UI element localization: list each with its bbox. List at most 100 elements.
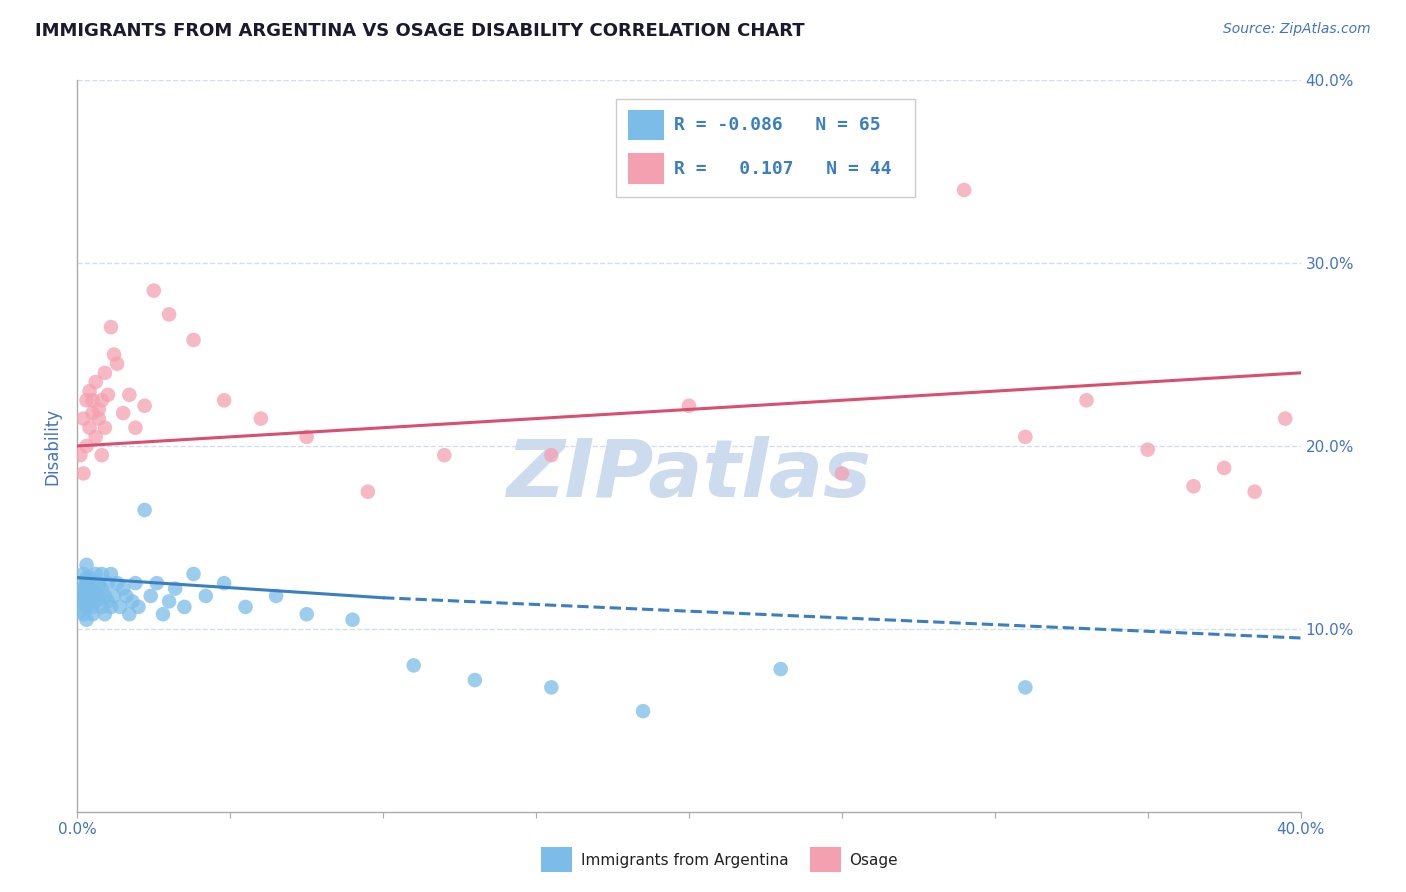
Point xyxy=(112,582,135,596)
Point xyxy=(105,357,128,371)
Point xyxy=(1274,411,1296,425)
Point xyxy=(69,448,91,462)
Point xyxy=(1014,430,1036,444)
Point xyxy=(139,589,162,603)
Text: ZIPatlas: ZIPatlas xyxy=(506,436,872,515)
Point xyxy=(72,607,94,622)
Text: R = -0.086   N = 65: R = -0.086 N = 65 xyxy=(675,116,882,134)
Point xyxy=(1136,442,1159,457)
Point xyxy=(79,594,101,608)
Point xyxy=(124,576,146,591)
Point xyxy=(103,348,125,362)
Point xyxy=(115,589,138,603)
Point xyxy=(100,320,122,334)
Point xyxy=(84,430,107,444)
Point xyxy=(295,607,318,622)
Point xyxy=(831,467,853,481)
Text: Immigrants from Argentina: Immigrants from Argentina xyxy=(581,854,789,868)
Point xyxy=(84,594,107,608)
Point xyxy=(235,599,257,614)
Point xyxy=(118,607,141,622)
Point xyxy=(76,558,98,572)
Point xyxy=(103,589,125,603)
Point xyxy=(72,411,94,425)
Point xyxy=(100,599,122,614)
Point xyxy=(124,421,146,435)
Point xyxy=(183,333,205,347)
Point xyxy=(82,589,104,603)
Point xyxy=(94,607,117,622)
Point xyxy=(69,585,91,599)
Point xyxy=(212,393,235,408)
Point xyxy=(540,681,562,695)
Point xyxy=(357,484,380,499)
Point xyxy=(342,613,364,627)
Point xyxy=(84,585,107,599)
Point xyxy=(84,567,107,582)
Text: Osage: Osage xyxy=(849,854,898,868)
Point xyxy=(84,375,107,389)
Point xyxy=(69,594,91,608)
FancyBboxPatch shape xyxy=(628,110,665,140)
Point xyxy=(82,599,104,614)
Point xyxy=(79,582,101,596)
Point xyxy=(112,406,135,420)
Point xyxy=(72,467,94,481)
Point xyxy=(173,599,195,614)
Point xyxy=(76,613,98,627)
Point xyxy=(87,589,110,603)
Point xyxy=(82,393,104,408)
Point xyxy=(94,366,117,380)
Point xyxy=(97,576,120,591)
Point xyxy=(264,589,287,603)
Text: R =   0.107   N = 44: R = 0.107 N = 44 xyxy=(675,160,891,178)
Point xyxy=(152,607,174,622)
Text: Source: ZipAtlas.com: Source: ZipAtlas.com xyxy=(1223,22,1371,37)
Point xyxy=(87,402,110,417)
Point xyxy=(76,589,98,603)
Point xyxy=(69,603,91,617)
Point xyxy=(1076,393,1098,408)
Point xyxy=(142,284,165,298)
Point xyxy=(769,662,792,676)
Point xyxy=(1182,479,1205,493)
Point xyxy=(90,599,112,614)
Point xyxy=(134,399,156,413)
Point xyxy=(87,576,110,591)
Point xyxy=(79,571,101,585)
Point xyxy=(105,576,128,591)
Point xyxy=(94,421,117,435)
Point xyxy=(76,393,98,408)
Point xyxy=(433,448,456,462)
Point xyxy=(79,384,101,399)
Y-axis label: Disability: Disability xyxy=(44,408,62,484)
Point xyxy=(250,411,273,425)
Point xyxy=(76,599,98,614)
Point xyxy=(82,607,104,622)
Point xyxy=(69,576,91,591)
Point xyxy=(82,406,104,420)
Point xyxy=(72,567,94,582)
Point xyxy=(108,599,131,614)
Point xyxy=(212,576,235,591)
Point xyxy=(295,430,318,444)
Point xyxy=(402,658,425,673)
Point xyxy=(146,576,169,591)
Point xyxy=(1014,681,1036,695)
Point xyxy=(97,388,120,402)
FancyBboxPatch shape xyxy=(616,99,915,197)
Point xyxy=(76,439,98,453)
Point xyxy=(72,594,94,608)
Point xyxy=(165,582,187,596)
Point xyxy=(76,576,98,591)
Point xyxy=(72,582,94,596)
Point xyxy=(118,388,141,402)
Point xyxy=(100,567,122,582)
Point xyxy=(82,576,104,591)
FancyBboxPatch shape xyxy=(628,153,665,184)
Point xyxy=(194,589,217,603)
Point xyxy=(953,183,976,197)
Point xyxy=(72,589,94,603)
Text: IMMIGRANTS FROM ARGENTINA VS OSAGE DISABILITY CORRELATION CHART: IMMIGRANTS FROM ARGENTINA VS OSAGE DISAB… xyxy=(35,22,804,40)
Point xyxy=(1243,484,1265,499)
